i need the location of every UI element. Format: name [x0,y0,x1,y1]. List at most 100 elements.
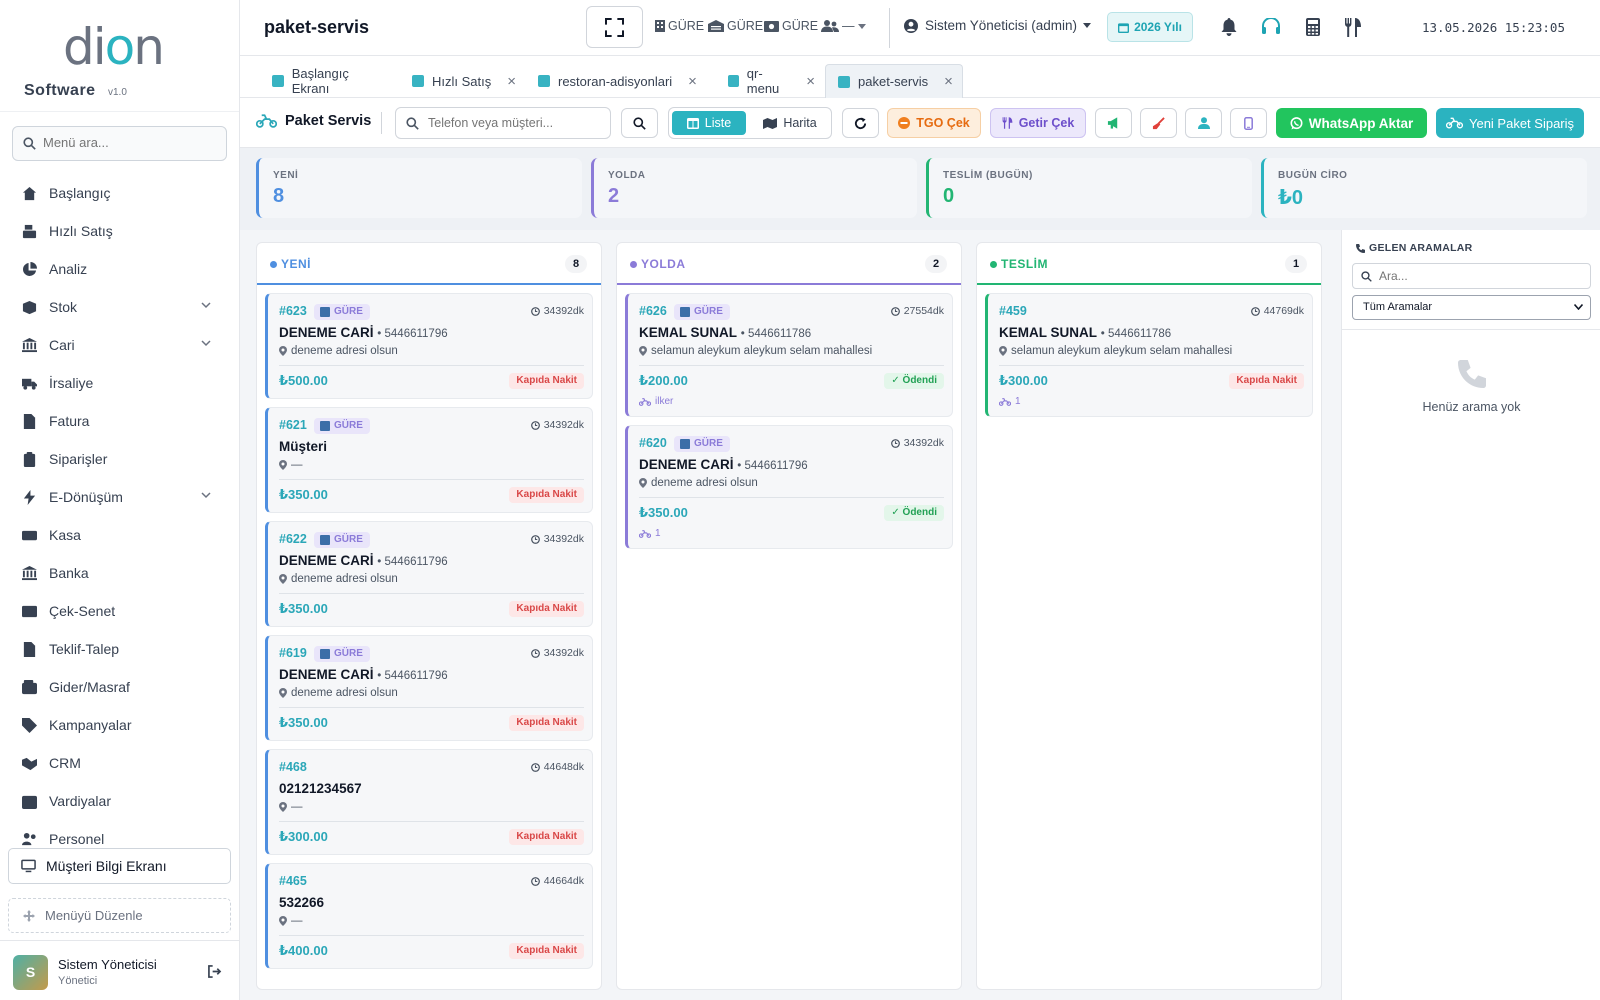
sidebar-item-12[interactable]: Teklif-Talep [0,630,239,668]
sidebar-item-13[interactable]: Gider/Masraf [0,668,239,706]
customer-name-value: KEMAL SUNAL [999,325,1098,340]
sidebar-item-7[interactable]: Siparişler [0,440,239,478]
sidebar-item-6[interactable]: Fatura [0,402,239,440]
close-icon[interactable]: × [806,72,815,90]
phone-search[interactable] [395,107,611,139]
search-button[interactable] [621,108,658,138]
order-card[interactable]: #468 44648dk 02121234567 — ₺300.00 Kapıda Na… [265,749,593,855]
sidebar-item-1[interactable]: Hızlı Satış [0,212,239,250]
sidebar-item-15[interactable]: CRM [0,744,239,782]
invoice-icon [23,413,36,429]
tab-3[interactable]: qr-menu × [716,64,815,98]
sidebar-item-14[interactable]: Kampanyalar [0,706,239,744]
customer-name: Müşteri [279,439,327,454]
user-icon [1197,117,1210,129]
announce-button[interactable] [1095,108,1132,138]
stat-value: 0 [943,185,955,207]
stat-card-3: BUGÜN CİRO ₺0 [1261,158,1587,218]
sidebar-item-10[interactable]: Banka [0,554,239,592]
customer-address-value: — [291,801,303,813]
tab-1[interactable]: Hızlı Satış × [400,64,516,98]
sidebar-item-0[interactable]: Başlangıç [0,174,239,212]
customer-name-value: 532266 [279,895,325,910]
customer-name-value: DENEME CARİ [279,667,374,682]
menu-search-input[interactable] [43,135,213,150]
sidebar-item-8[interactable]: E-Dönüşüm [0,478,239,516]
calls-search-input[interactable] [1379,269,1579,283]
view-toggle: Liste Harita [668,107,832,139]
order-card[interactable]: #622 GÜRE 34392dk DENEME CARİ • 5446611796 d… [265,521,593,627]
sidebar-item-3[interactable]: Stok [0,288,239,326]
list-view-button[interactable]: Liste [672,111,746,135]
sidebar-item-label: Çek-Senet [49,603,116,619]
location-pin-icon [279,460,287,470]
calculator-icon[interactable] [1306,18,1320,36]
clean-button[interactable] [1140,108,1177,138]
avatar[interactable]: S [13,955,48,990]
calls-filter-select[interactable]: Tüm Aramalar [1352,295,1591,320]
sidebar-item-9[interactable]: Kasa [0,516,239,554]
year-badge[interactable]: 2026 Yılı [1107,12,1193,42]
logout-icon[interactable] [207,965,222,978]
warehouse-select[interactable]: GÜRE [705,19,763,33]
sidebar-item-2[interactable]: Analiz [0,250,239,288]
order-total: ₺300.00 [279,829,328,844]
order-card[interactable]: #626 GÜRE 27554dk KEMAL SUNAL • 5446611786 s… [625,293,953,417]
headset-icon[interactable] [1261,18,1281,36]
clock-icon [890,306,900,316]
staff-select[interactable]: — [818,19,869,33]
customer-button[interactable] [1185,108,1222,138]
sidebar-item-16[interactable]: Vardiyalar [0,782,239,820]
close-icon[interactable]: × [688,72,697,90]
order-card[interactable]: #621 GÜRE 34392dk Müşteri — ₺350.00 Kapıda Na… [265,407,593,513]
new-package-order-button[interactable]: Yeni Paket Sipariş [1436,108,1584,138]
sidebar-item-label: Teklif-Talep [49,641,120,657]
tab-4[interactable]: paket-servis × [825,64,963,98]
branch-select[interactable]: GÜRE [652,19,704,33]
phone-search-input[interactable] [428,116,603,130]
customer-display-label: Müşteri Bilgi Ekranı [46,858,167,874]
getir-pull-button[interactable]: Getir Çek [990,108,1086,138]
fullscreen-button[interactable] [586,6,643,48]
tab-icon [412,75,424,87]
order-card[interactable]: #623 GÜRE 34392dk DENEME CARİ • 5446611796 d… [265,293,593,399]
sidebar-item-11[interactable]: Çek-Senet [0,592,239,630]
card-divider [279,821,584,822]
register-select[interactable]: GÜRE [761,19,818,33]
close-icon[interactable]: × [944,73,953,90]
order-card[interactable]: #465 44664dk 532266 — ₺400.00 Kapıda Nakit [265,863,593,969]
handshake-icon [22,757,37,770]
tgo-pull-button[interactable]: TGO Çek [887,108,981,138]
calls-search[interactable] [1352,263,1591,289]
utensils-icon[interactable] [1344,18,1362,37]
order-card[interactable]: #620 GÜRE 34392dk DENEME CARİ • 5446611796 d… [625,425,953,549]
order-card[interactable]: #459 44769dk KEMAL SUNAL • 5446611786 selam… [985,293,1313,417]
admin-label: Sistem Yöneticisi (admin) [925,18,1078,33]
customer-display-button[interactable]: Müşteri Bilgi Ekranı [8,848,231,884]
tab-bar: Başlangıç Ekranı Hızlı Satış × restoran-adi… [240,56,1600,98]
edit-menu-button[interactable]: Menüyü Düzenle [8,898,231,933]
bell-icon[interactable] [1221,18,1237,36]
tab-2[interactable]: restoran-adisyonlari × [526,64,704,98]
close-icon[interactable]: × [507,72,516,90]
sidebar-item-17[interactable]: Personel [0,820,239,846]
tag-icon [22,717,37,733]
order-total: ₺500.00 [279,373,328,388]
sidebar-item-5[interactable]: İrsaliye [0,364,239,402]
map-view-button[interactable]: Harita [755,111,825,135]
sidebar-item-label: Siparişler [49,451,108,467]
card-divider [639,497,944,498]
order-card[interactable]: #619 GÜRE 34392dk DENEME CARİ • 5446611796 d… [265,635,593,741]
admin-menu[interactable]: Sistem Yöneticisi (admin) [904,18,1098,33]
tgo-icon [898,117,911,129]
refresh-button[interactable] [842,108,879,138]
sidebar-item-4[interactable]: Cari [0,326,239,364]
tab-0[interactable]: Başlangıç Ekranı [260,64,388,98]
customer-address: deneme adresi olsun [279,573,398,585]
register-icon [320,535,330,545]
mobile-icon [1244,116,1253,130]
mobile-button[interactable] [1230,108,1267,138]
whatsapp-transfer-button[interactable]: WhatsApp Aktar [1276,108,1427,138]
calendar-icon [1118,22,1130,33]
menu-search[interactable] [12,126,227,161]
